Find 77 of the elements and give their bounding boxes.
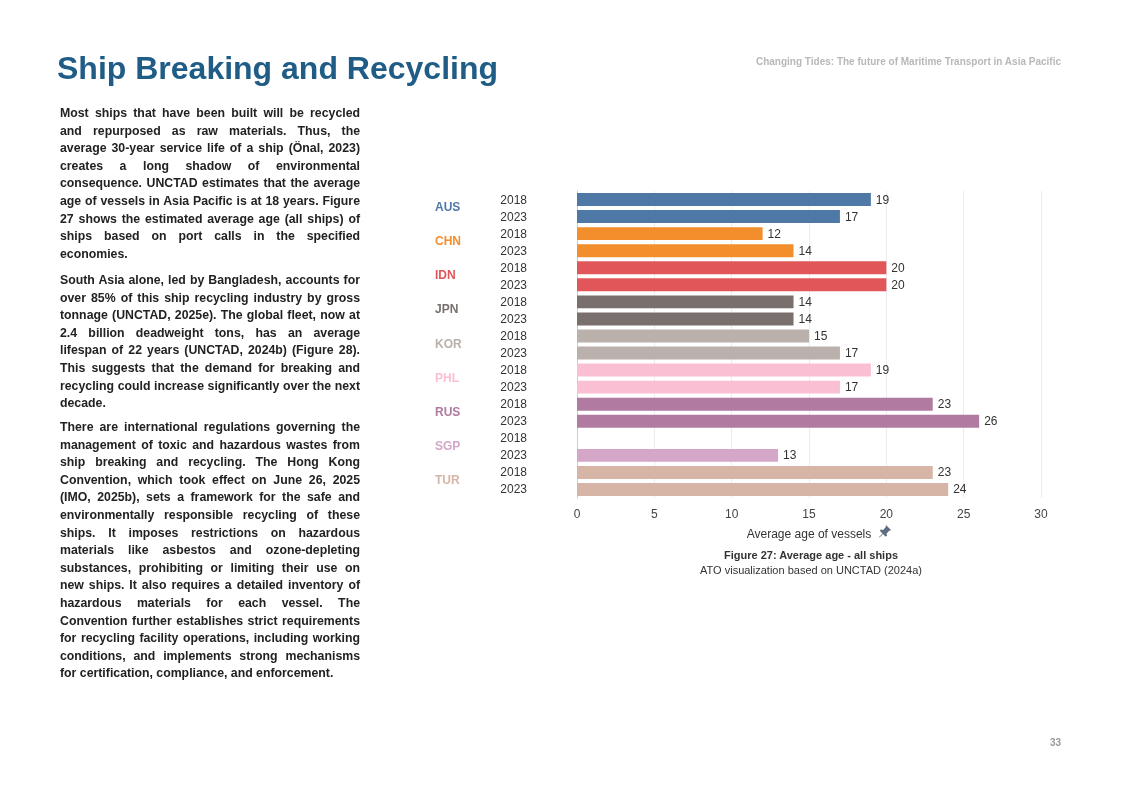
data-label: 14 [798,311,813,326]
y-tick-label: 2018 [500,226,528,241]
data-label: 15 [814,328,828,343]
y-tick-label: 2023 [500,346,528,361]
y-tick-label: 2023 [500,380,528,395]
x-tick-label: 20 [879,507,894,521]
text: CHN [435,234,461,249]
text: JPN [435,302,459,317]
y-tick-label: 2023 [500,277,528,292]
data-label: 12 [767,226,782,241]
data-label: 19 [875,363,890,378]
data-label: 19 [875,192,890,207]
bar [577,210,840,224]
x-tick-label: 15 [802,507,816,521]
data-label: 23 [937,465,952,480]
text: AUS [435,200,461,215]
bar [577,482,949,496]
text: PHL [435,370,459,385]
x-tick-label: 5 [650,507,658,521]
data-label: 17 [844,380,859,395]
y-tick-label: 2018 [500,363,528,378]
bar [577,295,794,309]
data-label: 20 [891,277,906,292]
bar [577,312,794,326]
bar [577,193,871,207]
text: Changing Tides: The future of Maritime Transport in Asia Pacific [755,56,1061,67]
y-tick-label: 2018 [500,328,528,343]
data-label: 14 [798,294,813,309]
text: Most ships that have been built will be recycled and repurposed as raw materials. Thus, the average 30-year service life of a ship (Önal, 2023) creates a long shadow of environmental consequence. UNCTAD estimates that the average age of vessels in Asia Pacific is at 18 years. Figure 27 shows the estimated average age (all ships) of ships based on port calls in the specified economies. [60,106,360,261]
x-tick-label: 30 [1034,507,1048,521]
text: TUR [435,472,460,487]
text: There are international regulations governing the management of toxic and hazardous wastes from ship breaking and recycling. The Hong Kong Convention, which took effect on June 26, 2025 (IMO, 2025b), sets a framework for the safe and environmentally responsible recycling of these ships. It imposes restrictions on hazardous materials like asbestos and ozone-depleting substances, prohibiting or limiting their use on new ships. It also requires a detailed inventory of hazardous materials for each vessel. The Convention further establishes strict requirements for recycling facility operations, including working conditions, and implements strong mechanisms for certification, compliance, and enforcement. [60,420,360,681]
text: RUS [435,404,461,419]
text: IDN [435,268,456,283]
bar [577,227,763,241]
y-tick-label: 2023 [500,209,528,224]
y-tick-label: 2023 [500,448,528,463]
bar [577,465,933,479]
bar [577,363,871,377]
bar [577,448,779,462]
y-tick-label: 2018 [500,465,528,480]
text: Figure 27: Average age - all ships [723,549,899,561]
bar [577,244,794,258]
x-tick-label: 10 [724,507,739,521]
y-tick-label: 2018 [500,192,528,207]
bar [577,397,933,411]
data-label: 17 [844,209,859,224]
text: SGP [435,438,461,453]
y-tick-label: 2023 [500,243,528,258]
data-label: 13 [783,448,797,463]
data-label: 20 [891,260,906,275]
data-label: 17 [844,346,859,361]
text: 33 [1049,737,1061,748]
bar [577,414,980,428]
y-tick-label: 2018 [500,397,528,412]
text: KOR [435,336,462,351]
y-tick-label: 2023 [500,482,528,497]
data-label: 24 [953,482,967,497]
text: ATO visualization based on UNCTAD (2024a) [699,564,923,576]
data-label: 23 [937,397,952,412]
bar [577,261,887,275]
data-label: 14 [798,243,813,258]
bar [577,278,887,292]
bar [577,380,840,394]
x-tick-label: 0 [573,507,581,521]
y-tick-label: 2018 [500,260,528,275]
bar [577,346,840,360]
y-tick-label: 2018 [500,294,528,309]
bar [577,329,809,343]
data-label: 26 [984,414,998,429]
text: Ship Breaking and Recycling [57,50,498,87]
y-tick-label: 2023 [500,414,528,429]
x-axis-title: Average age of vessels [746,527,872,541]
x-tick-label: 25 [956,507,971,521]
text: South Asia alone, led by Bangladesh, accounts for over 85% of this ship recycling industry by gross tonnage (UNCTAD, 2025e). The global fleet, now at 2.4 billion deadweight tons, has an average lifespan of 22 years (UNCTAD, 2024b) (Figure 28). This suggests that the demand for breaking and recycling could increase significantly over the next decade. [60,272,360,413]
y-tick-label: 2018 [500,431,528,446]
y-tick-label: 2023 [500,311,528,326]
